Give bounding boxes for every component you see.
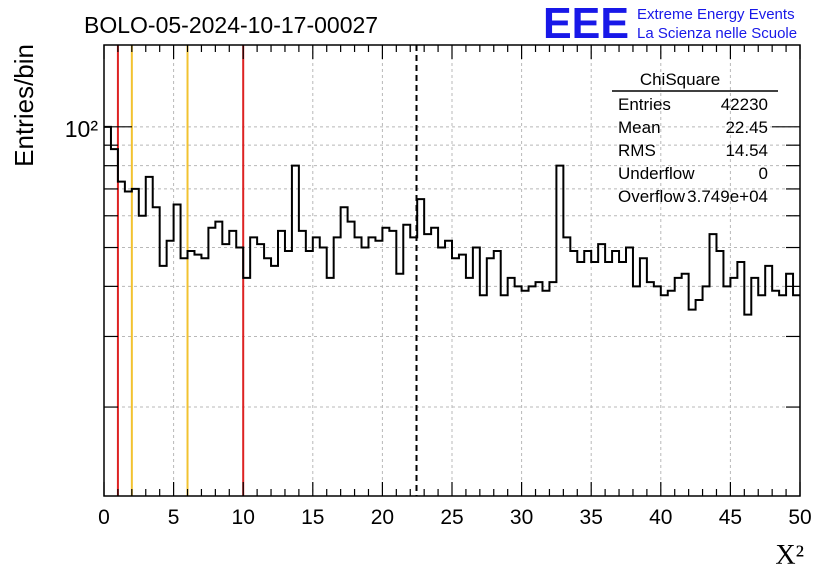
stats-row-value: 22.45 [725, 118, 768, 137]
x-tick-label: 20 [371, 506, 394, 529]
stats-row-label: Entries [618, 95, 671, 114]
stats-row-label: Mean [618, 118, 661, 137]
eee-logo-text: EEE [543, 0, 629, 48]
stats-row-value: 14.54 [725, 141, 768, 160]
x-tick-label: 45 [719, 506, 742, 529]
stats-row-value: 3.749e+04 [687, 187, 768, 206]
logo-line-2: La Scienza nelle Scuole [637, 25, 797, 42]
histogram-outline [104, 125, 800, 316]
axis-layer: 0 5 10 15 20 25 30 35 40 45 50 10² [65, 44, 812, 529]
stats-row-value: 0 [759, 164, 768, 183]
x-tick-label: 35 [580, 506, 603, 529]
x-tick-label: 10 [232, 506, 255, 529]
x-tick-label: 5 [168, 506, 180, 529]
x-tick-label: 15 [301, 506, 324, 529]
stats-row-label: Underflow [618, 164, 695, 183]
x-tick-label: 50 [788, 506, 811, 529]
stats-box-rows: Entries 42230 Mean 22.45 RMS 14.54 Underflow 0 O… [618, 95, 768, 206]
histogram-layer [104, 125, 800, 316]
eee-logo: EEE Extreme Energy Events La Scienza nel… [543, 0, 797, 48]
stats-box: ChiSquare Entries 42230 Mean 22.45 RMS 14.54 U… [612, 70, 778, 206]
stats-box-title: ChiSquare [640, 70, 720, 89]
run-title: BOLO-05-2024-10-17-00027 [84, 12, 378, 38]
x-tick-label: 25 [440, 506, 463, 529]
grid-layer [104, 45, 800, 496]
x-tick-label: 40 [649, 506, 672, 529]
y-axis-title: Entries/bin [9, 44, 39, 167]
stats-row-label: Overflow [618, 187, 686, 206]
stats-row-value: 42230 [721, 95, 768, 114]
x-axis-title: Χ² [775, 540, 804, 571]
logo-line-1: Extreme Energy Events [637, 6, 795, 23]
y-tick-label: 10² [65, 116, 99, 142]
stats-row-label: RMS [618, 141, 656, 160]
x-tick-label: 0 [98, 506, 110, 529]
x-tick-label: 30 [510, 506, 533, 529]
